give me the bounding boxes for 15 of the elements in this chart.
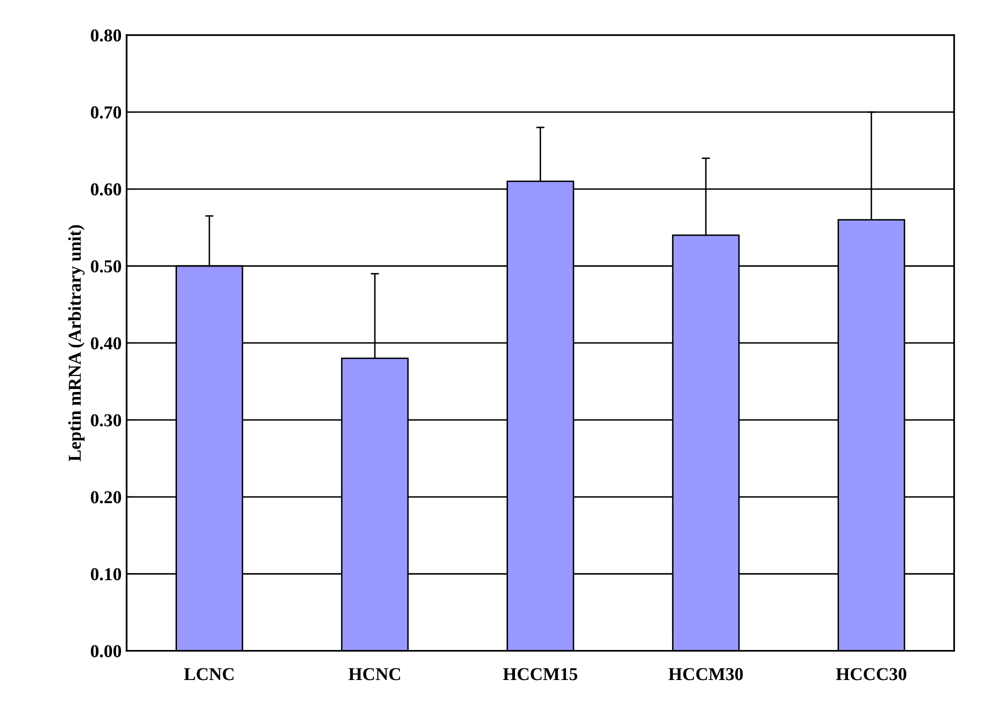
y-tick-label: 0.50 [90, 260, 122, 273]
y-tick-label: 0.00 [90, 645, 122, 658]
y-tick-label: 0.60 [90, 183, 122, 196]
x-tick-label: HCNC [348, 668, 400, 680]
y-tick-label: 0.10 [90, 568, 122, 580]
y-tick-label: 0.20 [90, 491, 122, 504]
y-axis-title: Leptin mRNA (Arbitrary unit) [68, 225, 85, 462]
x-tick-label: LCNC [184, 668, 234, 680]
x-tick-label: HCCC30 [836, 668, 906, 680]
y-tick-label: 0.70 [90, 106, 122, 119]
x-tick-label: HCCM15 [503, 668, 578, 680]
y-tick-label: 0.80 [90, 29, 122, 42]
x-tick-label: HCCM30 [668, 668, 743, 680]
y-tick-label: 0.30 [90, 414, 122, 426]
y-tick-label: 0.40 [90, 337, 122, 350]
